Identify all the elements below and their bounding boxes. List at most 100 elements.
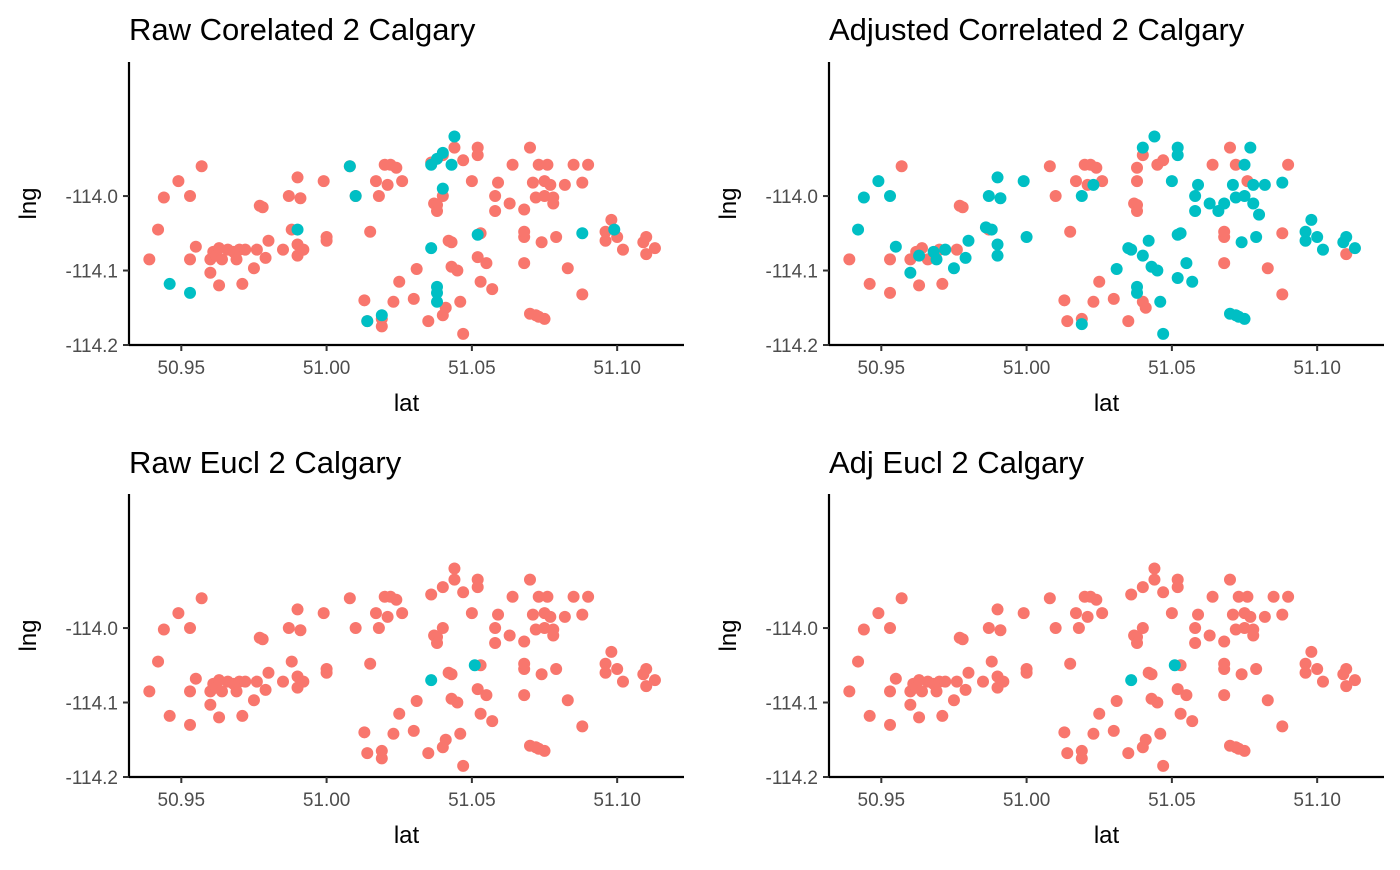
data-point [1232, 590, 1245, 603]
data-point [939, 675, 952, 688]
data-point [1125, 674, 1138, 687]
data-point [884, 622, 897, 635]
y-tick-label: -114.0 [66, 619, 118, 640]
data-point [163, 277, 176, 290]
data-point [982, 190, 995, 203]
data-point [599, 657, 612, 670]
data-point [256, 633, 269, 646]
data-point [1148, 573, 1161, 586]
data-point [361, 747, 374, 760]
data-point [1189, 190, 1202, 203]
data-point [436, 622, 449, 635]
data-point [1311, 663, 1324, 676]
data-point [1238, 190, 1251, 203]
data-point [962, 666, 975, 679]
data-point [1241, 590, 1254, 603]
chart-title: Raw Eucl 2 Calgary [129, 445, 402, 480]
data-point [863, 709, 876, 722]
data-point [349, 190, 362, 203]
x-tick-label: 51.10 [593, 790, 641, 811]
data-point [1157, 154, 1170, 167]
data-point [616, 675, 629, 688]
data-point [1305, 213, 1318, 226]
x-tick-label: 51.00 [303, 790, 351, 811]
data-point [358, 726, 371, 739]
data-point [904, 266, 917, 279]
data-point [1238, 312, 1251, 325]
data-point [1136, 141, 1149, 154]
series-2 [163, 130, 621, 328]
data-point [320, 666, 333, 679]
data-point [457, 586, 470, 599]
data-point [544, 178, 557, 191]
data-point [503, 197, 516, 210]
data-point [1348, 242, 1361, 255]
data-point [1203, 629, 1216, 642]
y-tick-label: -114.0 [66, 187, 118, 208]
data-point [1218, 689, 1231, 702]
series-1 [143, 562, 661, 772]
data-point [259, 251, 272, 264]
data-point [189, 240, 202, 253]
data-point [599, 666, 612, 679]
data-point [1136, 249, 1149, 262]
data-point [1096, 607, 1109, 620]
data-point [195, 160, 208, 173]
data-point [372, 190, 385, 203]
x-tick-label: 51.00 [1003, 358, 1051, 379]
data-point [576, 720, 589, 733]
data-point [454, 295, 467, 308]
data-point [1348, 674, 1361, 687]
data-point [184, 685, 197, 698]
data-point [994, 624, 1007, 637]
data-point [950, 675, 963, 688]
data-point [532, 590, 545, 603]
data-point [291, 223, 304, 236]
data-point [471, 251, 484, 264]
data-point [184, 190, 197, 203]
data-point [436, 581, 449, 594]
chart-panel-4: Adj Eucl 2 Calgary 50.95 51.00 51.05 51.10 -1… [715, 445, 1384, 849]
data-point [425, 588, 438, 601]
data-point [1258, 178, 1271, 191]
data-point [1229, 158, 1242, 171]
data-point [157, 623, 170, 636]
data-point [640, 231, 653, 244]
x-tick-label: 51.10 [593, 358, 641, 379]
data-point [852, 655, 865, 668]
x-tick-label: 50.95 [858, 358, 906, 379]
data-point [1154, 295, 1167, 308]
data-point [1189, 622, 1202, 635]
data-point [1238, 158, 1251, 171]
data-point [1043, 160, 1056, 173]
data-point [285, 655, 298, 668]
data-point [640, 663, 653, 676]
data-point [262, 234, 275, 247]
series-1 [143, 141, 661, 340]
data-point [474, 707, 487, 720]
data-point [250, 675, 263, 688]
data-point [480, 689, 493, 702]
data-point [247, 694, 260, 707]
data-point [1069, 607, 1082, 620]
data-point [608, 223, 621, 236]
data-point [1258, 610, 1271, 623]
data-point [489, 190, 502, 203]
data-point [550, 231, 563, 244]
x-tick-label: 50.95 [158, 358, 206, 379]
data-point [895, 592, 908, 605]
y-tick-label: -114.2 [766, 336, 818, 357]
data-point [985, 655, 998, 668]
x-tick-label: 51.10 [1293, 790, 1341, 811]
data-point [1072, 622, 1085, 635]
data-point [471, 228, 484, 241]
data-point [884, 685, 897, 698]
data-point [1340, 663, 1353, 676]
data-point [526, 176, 539, 189]
data-point [454, 727, 467, 740]
data-point [489, 204, 502, 217]
data-point [1276, 288, 1289, 301]
data-point [489, 636, 502, 649]
data-point [1340, 248, 1353, 261]
